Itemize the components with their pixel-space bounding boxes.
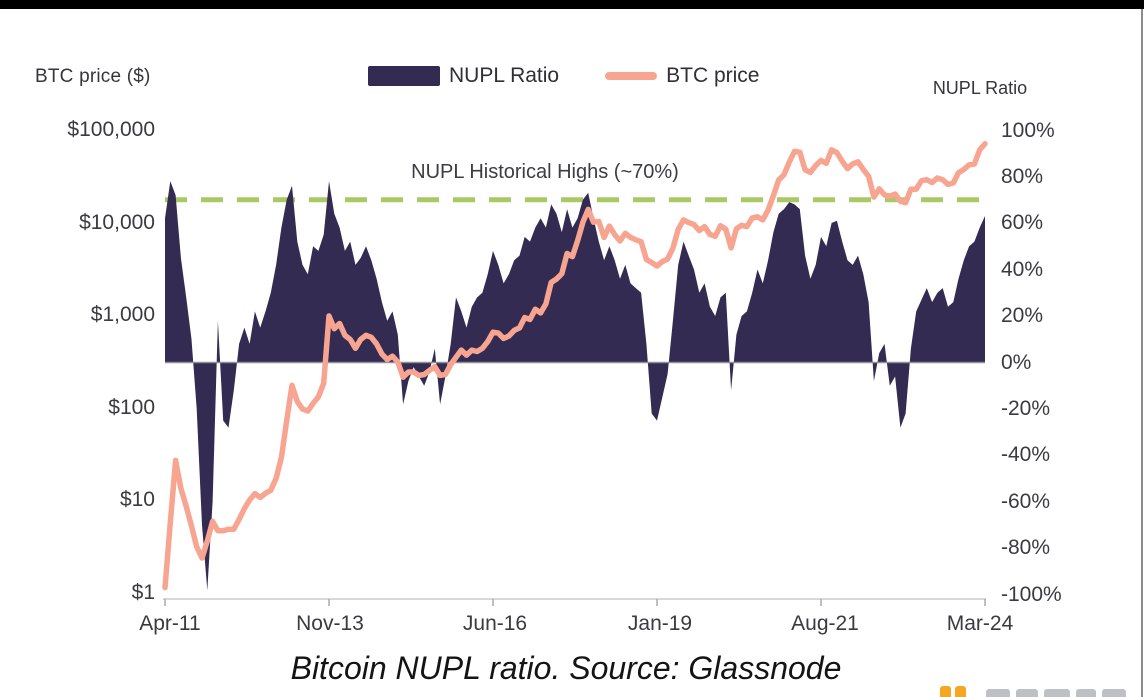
x-tick-label: Jun-16 [462, 612, 528, 635]
legend-item-nupl: NUPL Ratio [368, 64, 559, 88]
left-tick-label: $10 [119, 488, 155, 511]
right-tick-label: 80% [1001, 165, 1044, 188]
left-tick-label: $100,000 [67, 118, 155, 141]
right-axis-title: NUPL Ratio [932, 78, 1028, 98]
logo-text-fragment [1044, 689, 1070, 697]
x-tick-label: Nov-13 [296, 612, 364, 635]
nupl-area-swatch [368, 66, 440, 86]
right-tick-label: 40% [1001, 258, 1044, 281]
right-tick-label: 0% [1001, 351, 1032, 374]
right-tick-label: -40% [1001, 443, 1051, 466]
left-tick-label: $10,000 [79, 211, 155, 234]
left-tick-label: $1,000 [90, 303, 155, 326]
logo-text-fragment [1016, 689, 1038, 697]
x-tick-label: Apr-11 [139, 612, 201, 635]
btc-line-swatch [605, 72, 658, 80]
legend-label-nupl: NUPL Ratio [449, 64, 560, 87]
logo-orange-square [940, 686, 951, 697]
chart-caption: Bitcoin NUPL ratio. Source: Glassnode [290, 650, 842, 686]
logo-text-fragment [986, 689, 1010, 697]
right-tick-label: 100% [1001, 119, 1055, 142]
top-black-bar [0, 0, 1144, 9]
legend-item-btc: BTC price [605, 64, 759, 88]
right-tick-label: -80% [1001, 536, 1051, 559]
left-axis-title: BTC price ($) [35, 66, 151, 87]
right-tick-label: -20% [1001, 397, 1051, 420]
right-tick-label: -100% [1001, 583, 1062, 606]
right-tick-label: 60% [1001, 211, 1044, 234]
x-tick-label: Aug-21 [791, 612, 859, 635]
logo-orange-square [955, 686, 966, 697]
logo-text-fragment [1076, 689, 1096, 697]
legend: NUPL Ratio BTC price [368, 64, 759, 88]
nupl-highs-annotation: NUPL Historical Highs (~70%) [411, 161, 679, 183]
x-tick-label: Mar-24 [946, 612, 1014, 635]
x-axis-ticks [164, 599, 986, 606]
bottom-right-logo [940, 686, 1130, 697]
nupl-area [165, 181, 985, 591]
x-tick-label: Jan-19 [627, 612, 693, 635]
btc-price-line [162, 141, 988, 591]
logo-text-fragment [1102, 689, 1126, 697]
legend-label-btc: BTC price [666, 64, 760, 87]
left-tick-label: $1 [131, 581, 155, 604]
left-tick-label: $100 [108, 396, 155, 419]
right-edge-border [1141, 0, 1143, 697]
right-tick-label: 20% [1001, 304, 1044, 327]
right-tick-label: -60% [1001, 490, 1051, 513]
